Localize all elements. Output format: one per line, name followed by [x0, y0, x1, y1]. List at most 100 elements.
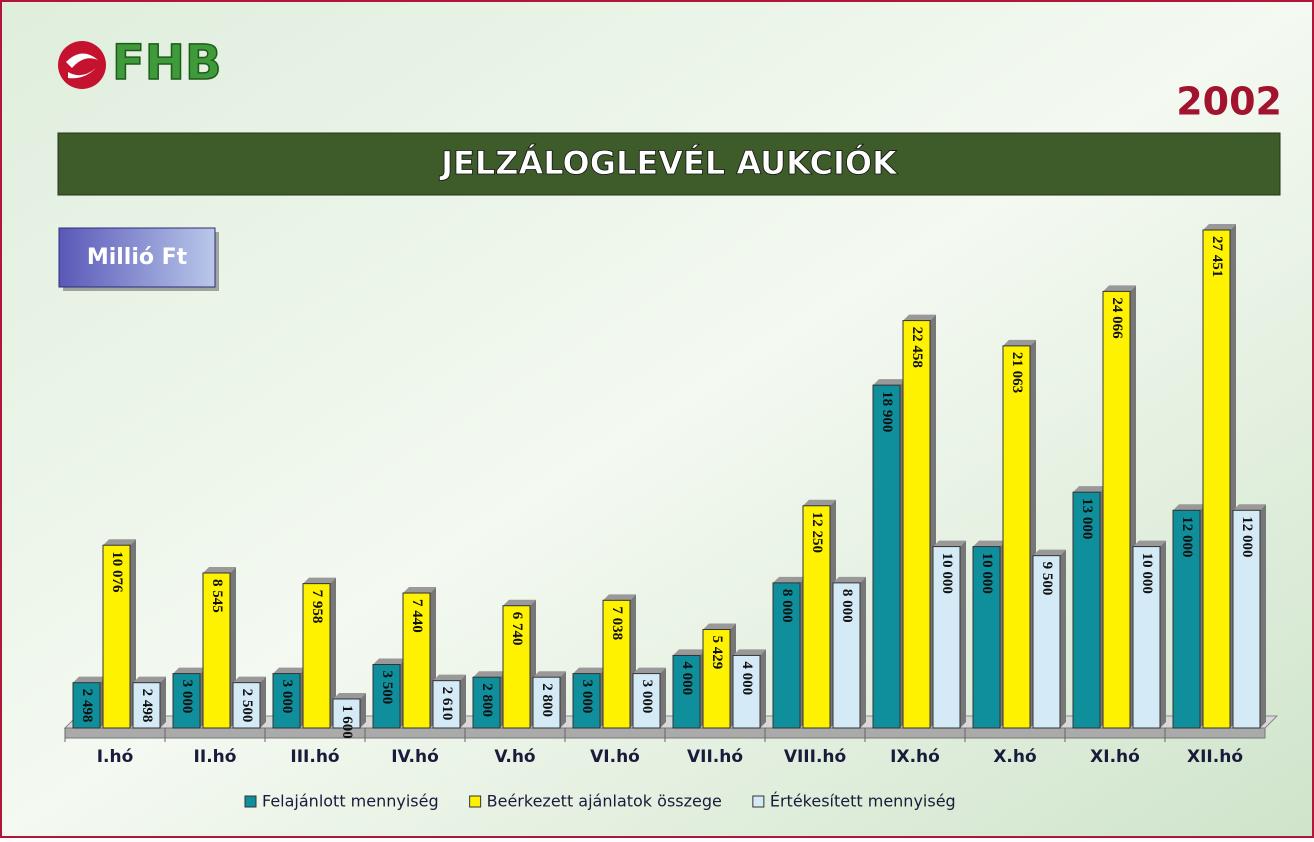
data-label: 10 000	[939, 553, 955, 594]
data-label: 3 500	[379, 671, 395, 705]
title-bar	[57, 132, 1281, 196]
bar-side	[1160, 540, 1166, 728]
bar	[772, 582, 801, 729]
bar	[132, 682, 161, 729]
data-label: 13 000	[1079, 498, 1095, 539]
bar-top	[1073, 486, 1106, 493]
x-tick-label: I.hó	[97, 747, 134, 767]
bar-top	[473, 671, 506, 678]
bar-top	[303, 577, 336, 584]
bar-side	[160, 676, 166, 728]
bar	[472, 676, 501, 729]
data-label: 8 545	[209, 579, 225, 613]
logo: FHB	[58, 34, 222, 92]
bar	[502, 605, 531, 729]
bar	[1202, 229, 1231, 729]
bar-top	[333, 692, 366, 699]
bar	[1172, 509, 1201, 729]
bar	[232, 682, 261, 729]
bar-top	[73, 676, 106, 683]
x-tick-label: V.hó	[494, 747, 535, 767]
bar	[302, 583, 331, 729]
bar	[572, 673, 601, 729]
bar-top	[1133, 540, 1166, 547]
bar	[332, 698, 361, 729]
bar-side	[330, 577, 336, 728]
x-tick-label: VII.hó	[687, 747, 743, 767]
data-label: 12 000	[1239, 516, 1255, 557]
year: 2002	[1176, 80, 1282, 124]
bar-side	[660, 667, 666, 728]
bar-top	[103, 539, 136, 546]
bar-top	[833, 576, 866, 583]
bar	[272, 673, 301, 729]
bar	[1032, 555, 1061, 729]
data-label: 3 000	[579, 680, 595, 714]
bar-top	[173, 667, 206, 674]
bar-top	[1103, 285, 1136, 292]
data-label: 8 000	[839, 589, 855, 623]
bar-top	[573, 667, 606, 674]
bar-top	[1173, 504, 1206, 511]
bar	[932, 546, 961, 729]
bar-top	[533, 671, 566, 678]
bar-top	[973, 540, 1006, 547]
bar	[72, 682, 101, 729]
x-tick-label: VIII.hó	[784, 747, 846, 767]
bar	[172, 673, 201, 729]
bar	[732, 654, 761, 729]
data-label: 12 250	[809, 512, 825, 553]
bar	[432, 680, 461, 729]
data-label: 21 063	[1009, 352, 1025, 393]
data-label: 4 000	[739, 661, 755, 695]
bar-top	[673, 649, 706, 656]
bar-top	[733, 649, 766, 656]
data-label: 7 440	[409, 599, 425, 633]
x-tick-label: X.hó	[993, 747, 1036, 767]
data-label: 24 066	[1109, 297, 1125, 339]
bar-top	[373, 658, 406, 665]
bar-side	[860, 576, 866, 728]
bar	[1002, 345, 1031, 729]
bar-top	[873, 379, 906, 386]
bar-top	[233, 676, 266, 683]
data-label: 10 000	[979, 553, 995, 594]
data-label: 6 740	[509, 612, 525, 646]
bar-side	[1260, 504, 1266, 728]
bar-top	[903, 314, 936, 321]
bar	[832, 582, 861, 729]
data-label: 2 498	[139, 689, 155, 723]
data-label: 7 038	[609, 606, 625, 640]
bar-top	[133, 676, 166, 683]
data-label: 2 500	[239, 689, 255, 723]
data-label: 7 958	[309, 590, 325, 624]
bar	[602, 599, 631, 729]
bar-top	[603, 594, 636, 601]
bar-top	[1233, 504, 1266, 511]
bar	[802, 505, 831, 729]
logo-text: FHB	[112, 35, 222, 91]
unit-label: Millió Ft	[87, 245, 188, 270]
x-tick-label: IV.hó	[391, 747, 439, 767]
x-tick-label: XI.hó	[1090, 747, 1140, 767]
bar-side	[760, 649, 766, 728]
data-label: 12 000	[1179, 516, 1195, 557]
data-label: 9 500	[1039, 562, 1055, 596]
bar	[972, 546, 1001, 729]
data-label: 27 451	[1209, 236, 1225, 277]
legend-swatch	[752, 795, 765, 808]
bar	[1132, 546, 1161, 729]
bar-top	[1033, 549, 1066, 556]
data-label: 5 429	[709, 636, 725, 670]
x-tick-label: VI.hó	[590, 747, 640, 767]
unit-badge	[58, 227, 216, 288]
bar-top	[433, 674, 466, 681]
data-label: 3 000	[639, 680, 655, 714]
bar	[632, 673, 661, 729]
bar	[1072, 491, 1101, 729]
bar-top	[403, 587, 436, 594]
bar	[202, 572, 231, 729]
bar-top	[773, 576, 806, 583]
bar	[372, 664, 401, 729]
